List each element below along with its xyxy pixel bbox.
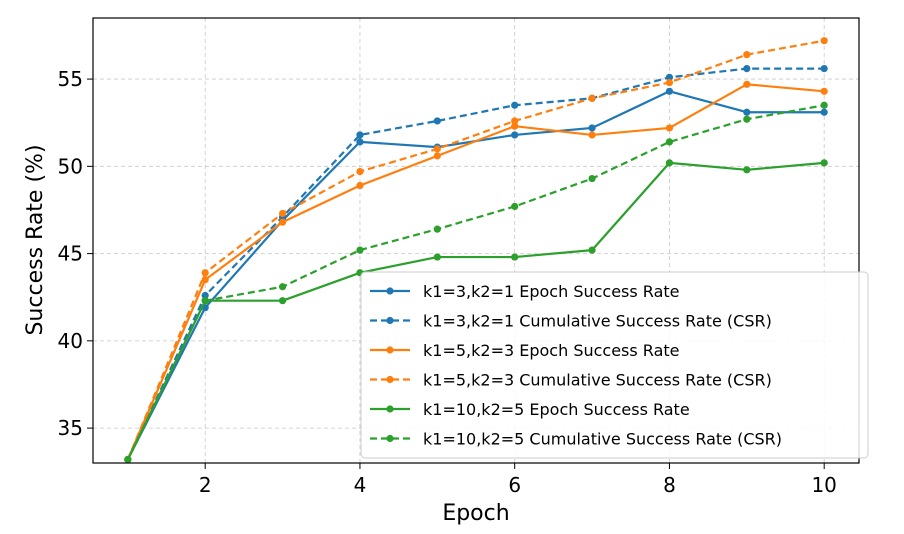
legend-marker: [386, 434, 394, 443]
legend-marker: [386, 316, 394, 325]
data-point: [665, 159, 674, 167]
x-axis-ticks: 2 4 6 8 10: [199, 463, 837, 497]
data-point: [511, 122, 519, 130]
data-point: [433, 117, 441, 125]
data-point: [665, 78, 674, 87]
data-point: [820, 108, 828, 116]
data-point: [743, 115, 751, 123]
x-axis-label: Epoch: [442, 501, 509, 526]
legend-entry: k1=5,k2=3 Epoch Success Rate: [370, 341, 680, 360]
legend-marker: [386, 375, 394, 384]
series-line: [126, 39, 825, 460]
data-point: [433, 145, 441, 153]
legend: k1=3,k2=1 Epoch Success Rate k1=3,k2=1 Cu…: [360, 271, 869, 459]
y-tick-label: 55: [58, 67, 83, 91]
series-line: [126, 83, 825, 460]
legend-label: k1=3,k2=1 Epoch Success Rate: [423, 282, 680, 301]
data-point: [665, 73, 674, 81]
data-point: [511, 131, 519, 139]
data-point: [588, 246, 596, 254]
data-point: [665, 87, 674, 95]
data-point: [743, 65, 751, 73]
data-point: [511, 101, 519, 109]
data-point: [201, 291, 209, 300]
legend-entry: k1=3,k2=1 Epoch Success Rate: [370, 282, 680, 301]
data-point: [201, 297, 209, 305]
data-point: [588, 94, 596, 102]
data-point: [433, 152, 441, 160]
data-point: [278, 283, 287, 291]
x-tick-label: 10: [811, 473, 836, 497]
legend-box: [360, 271, 869, 459]
y-tick-label: 45: [58, 242, 83, 266]
y-tick-label: 35: [58, 416, 83, 440]
data-point: [665, 138, 674, 146]
data-point: [511, 202, 519, 211]
series-3: [124, 80, 828, 464]
data-point: [356, 181, 364, 190]
data-point: [201, 269, 209, 277]
legend-entry: k1=3,k2=1 Cumulative Success Rate (CSR): [370, 312, 772, 331]
series-group: [124, 37, 828, 464]
data-point: [356, 131, 364, 139]
legend-label: k1=5,k2=3 Epoch Success Rate: [423, 341, 680, 360]
legend-marker: [386, 346, 394, 354]
data-point: [820, 37, 828, 45]
x-tick-label: 2: [199, 473, 212, 497]
data-point: [743, 51, 751, 59]
data-point: [278, 209, 287, 218]
x-tick-label: 8: [663, 473, 676, 497]
legend-label: k1=10,k2=5 Epoch Success Rate: [423, 400, 690, 419]
series-line: [126, 161, 825, 460]
data-point: [665, 124, 674, 132]
legend-marker: [386, 287, 394, 295]
data-point: [743, 108, 751, 116]
data-point: [278, 218, 287, 226]
data-point: [743, 80, 751, 88]
legend-marker: [386, 405, 394, 413]
data-point: [433, 253, 441, 261]
legend-label: k1=5,k2=3 Cumulative Success Rate (CSR): [423, 371, 772, 390]
x-tick-label: 6: [508, 473, 521, 497]
data-point: [278, 297, 287, 305]
data-point: [356, 167, 364, 176]
legend-label: k1=10,k2=5 Cumulative Success Rate (CSR): [423, 430, 782, 449]
y-tick-label: 40: [58, 329, 83, 353]
data-point: [820, 87, 828, 95]
data-point: [356, 138, 364, 146]
legend-entry: k1=10,k2=5 Cumulative Success Rate (CSR): [370, 430, 782, 449]
data-point: [511, 253, 519, 261]
data-point: [743, 166, 751, 174]
data-point: [201, 276, 209, 284]
x-tick-label: 4: [354, 473, 367, 497]
data-point: [820, 65, 828, 73]
y-axis-ticks: 35 40 45 50 55: [58, 67, 93, 440]
data-point: [356, 246, 364, 254]
series-line: [126, 67, 825, 460]
legend-entry: k1=5,k2=3 Cumulative Success Rate (CSR): [370, 371, 772, 390]
data-point: [511, 117, 519, 125]
legend-label: k1=3,k2=1 Cumulative Success Rate (CSR): [423, 312, 772, 331]
data-point: [820, 159, 828, 167]
y-axis-label: Success Rate (%): [23, 144, 48, 335]
data-point: [124, 455, 132, 464]
data-point: [588, 124, 596, 132]
y-tick-label: 50: [58, 154, 83, 178]
data-point: [588, 131, 596, 139]
series-line: [126, 104, 825, 460]
legend-entry: k1=10,k2=5 Epoch Success Rate: [370, 400, 690, 419]
series-5: [124, 159, 828, 464]
plot-frame: [92, 17, 860, 464]
data-point: [820, 101, 828, 109]
data-point: [588, 174, 596, 183]
series-6: [124, 101, 828, 464]
data-point: [433, 225, 441, 233]
